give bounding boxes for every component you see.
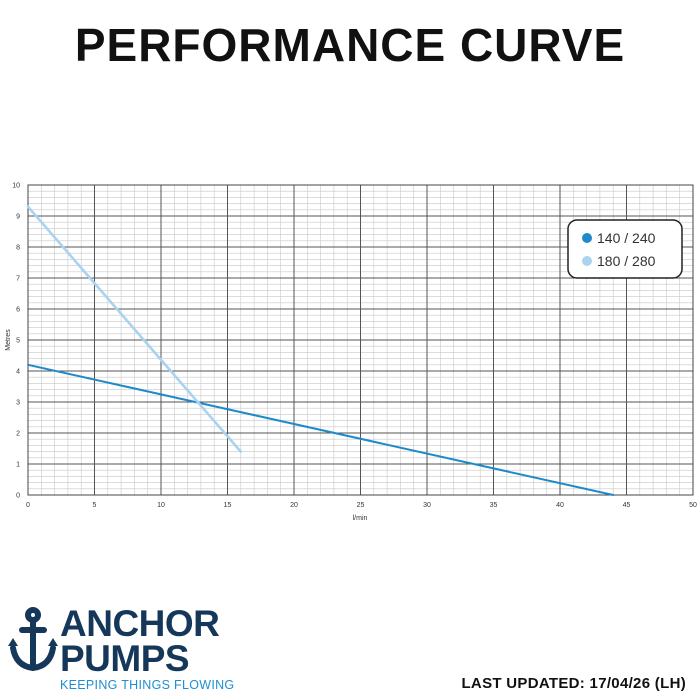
- y-tick-label: 8: [16, 245, 20, 252]
- x-tick-label: 0: [26, 502, 30, 509]
- logo-name-line-2: PUMPS: [60, 638, 190, 679]
- anchor-icon: [8, 607, 58, 671]
- x-tick-label: 25: [357, 502, 365, 509]
- logo-name-line-1: ANCHOR: [60, 603, 220, 644]
- y-tick-label: 10: [12, 183, 20, 190]
- x-tick-label: 35: [490, 502, 498, 509]
- x-tick-label: 20: [290, 502, 298, 509]
- series-line-1: [27, 363, 615, 496]
- y-tick-label: 1: [16, 462, 20, 469]
- y-tick-label: 4: [16, 369, 20, 376]
- legend-marker-1: [582, 233, 592, 243]
- y-tick-label: 7: [16, 276, 20, 283]
- series-lines: [26, 205, 615, 496]
- last-updated-text: LAST UPDATED: 17/04/26 (LH): [461, 675, 686, 692]
- y-tick-label: 3: [16, 400, 20, 407]
- legend: 140 / 240 180 / 280: [567, 219, 683, 279]
- x-tick-label: 45: [623, 502, 631, 509]
- logo-wordmark: ANCHOR PUMPS: [60, 603, 220, 679]
- x-tick-label: 10: [157, 502, 165, 509]
- legend-marker-2: [582, 256, 592, 266]
- x-tick-label: 40: [556, 502, 564, 509]
- legend-label-1: 140 / 240: [597, 230, 656, 246]
- logo-tagline: KEEPING THINGS FLOWING: [60, 678, 235, 692]
- legend-label-2: 180 / 280: [597, 253, 656, 269]
- x-tick-label: 5: [93, 502, 97, 509]
- x-tick-label: 30: [423, 502, 431, 509]
- y-tick-label: 2: [16, 431, 20, 438]
- y-tick-label: 6: [16, 307, 20, 314]
- x-axis-label: l/min: [353, 515, 368, 522]
- plot-frame: [27, 184, 694, 496]
- y-axis-label: Metres: [5, 329, 12, 351]
- x-tick-label: 15: [224, 502, 232, 509]
- legend-box: [567, 219, 683, 279]
- page-title: PERFORMANCE CURVE: [74, 19, 626, 71]
- y-tick-label: 9: [16, 214, 20, 221]
- x-tick-labels: 0 5 10 15 20 25 30 35 40 45 50: [26, 502, 697, 509]
- x-tick-label: 50: [689, 502, 697, 509]
- y-tick-label: 5: [16, 338, 20, 345]
- anchor-pumps-logo: ANCHOR PUMPS KEEPING THINGS FLOWING: [8, 604, 248, 694]
- y-tick-labels: 0 1 2 3 4 5 6 7 8 9 10: [12, 183, 20, 500]
- y-tick-label: 0: [16, 493, 20, 500]
- series-line-2: [26, 205, 243, 453]
